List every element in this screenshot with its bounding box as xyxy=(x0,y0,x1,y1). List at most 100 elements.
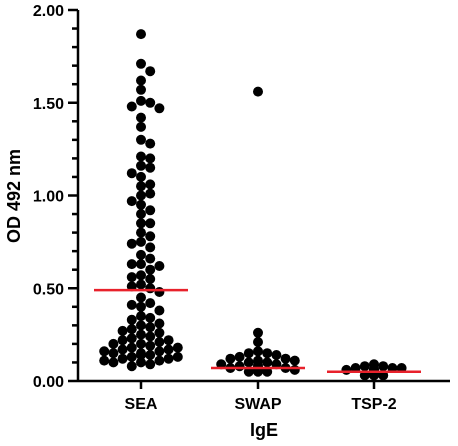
data-point xyxy=(136,329,146,340)
data-point xyxy=(126,351,137,362)
data-point xyxy=(145,312,156,323)
data-point xyxy=(145,350,156,360)
data-point xyxy=(359,361,370,372)
data-point xyxy=(136,190,146,201)
data-point xyxy=(145,274,156,284)
data-point xyxy=(136,338,146,349)
data-point xyxy=(163,353,174,364)
data-point xyxy=(262,357,273,368)
data-point xyxy=(126,333,137,344)
data-point xyxy=(163,335,174,346)
data-point xyxy=(136,320,146,331)
data-point xyxy=(145,298,156,309)
data-point xyxy=(253,86,263,97)
data-point xyxy=(136,209,146,219)
data-point xyxy=(136,301,146,312)
data-point xyxy=(136,259,146,270)
data-point xyxy=(145,162,156,173)
y-tick-label: 1.50 xyxy=(33,96,64,113)
data-point xyxy=(117,325,128,336)
data-point xyxy=(136,134,146,145)
data-point xyxy=(145,264,156,275)
y-tick-label: 1.00 xyxy=(33,189,64,206)
data-point xyxy=(234,351,245,362)
x-tick-label: SEA xyxy=(125,396,158,413)
data-point xyxy=(172,351,183,362)
data-point xyxy=(145,231,156,242)
data-point xyxy=(136,75,146,86)
data-point xyxy=(154,287,165,297)
data-point xyxy=(262,348,273,359)
data-point xyxy=(136,350,146,360)
data-point xyxy=(126,196,137,207)
data-point xyxy=(126,299,137,310)
data-point xyxy=(253,327,263,338)
data-point xyxy=(136,292,146,303)
data-point xyxy=(126,101,137,112)
data-point xyxy=(163,344,174,355)
data-point xyxy=(99,346,110,357)
y-tick-label: 2.00 xyxy=(33,3,64,20)
data-point xyxy=(154,305,165,316)
data-point xyxy=(234,361,245,372)
data-point xyxy=(117,344,128,355)
x-tick-label: SWAP xyxy=(234,396,281,413)
data-point xyxy=(136,236,146,247)
data-point xyxy=(126,361,137,372)
data-point xyxy=(136,160,146,171)
data-point xyxy=(145,179,156,190)
data-point xyxy=(126,342,137,353)
data-point xyxy=(117,353,128,364)
data-point xyxy=(126,314,137,325)
data-point xyxy=(136,279,146,290)
y-axis: 0.00 0.50 1.00 1.50 2.00 xyxy=(33,3,80,391)
x-tick-label: TSP-2 xyxy=(351,396,396,413)
data-point xyxy=(117,335,128,346)
data-point xyxy=(154,327,165,338)
y-tick-label: 0.00 xyxy=(33,374,64,391)
data-point xyxy=(145,218,156,229)
data-point xyxy=(136,227,146,238)
data-point xyxy=(154,355,165,366)
data-point xyxy=(136,249,146,260)
data-point xyxy=(253,337,263,347)
data-point xyxy=(136,58,146,69)
data-point xyxy=(136,171,146,182)
data-point xyxy=(154,261,165,271)
data-point xyxy=(243,357,254,368)
data-point xyxy=(271,350,282,360)
data-point xyxy=(154,318,165,329)
data-point xyxy=(108,348,119,359)
data-point xyxy=(99,355,110,366)
data-point xyxy=(145,153,156,164)
x-axis: SEA SWAP TSP-2 xyxy=(78,379,450,413)
data-point xyxy=(145,242,156,253)
data-point xyxy=(136,199,146,210)
data-point xyxy=(126,168,137,179)
data-point xyxy=(126,272,137,283)
data-point xyxy=(126,324,137,335)
data-point xyxy=(136,218,146,229)
data-point xyxy=(136,112,146,123)
data-point xyxy=(341,364,352,375)
data-point xyxy=(145,283,156,294)
data-point xyxy=(280,353,291,364)
data-point xyxy=(145,205,156,216)
data-point xyxy=(108,338,119,349)
median-lines xyxy=(94,288,421,373)
data-point xyxy=(225,353,236,364)
data-point xyxy=(136,29,146,40)
data-point xyxy=(136,95,146,106)
data-point xyxy=(154,346,165,357)
data-point xyxy=(136,357,146,368)
x-axis-title: IgE xyxy=(250,420,278,440)
data-point xyxy=(145,322,156,333)
data-point xyxy=(145,66,156,77)
data-point xyxy=(253,346,263,357)
data-points xyxy=(99,29,407,381)
data-point xyxy=(136,270,146,281)
data-point xyxy=(136,151,146,162)
data-point xyxy=(136,181,146,192)
data-point xyxy=(145,97,156,108)
